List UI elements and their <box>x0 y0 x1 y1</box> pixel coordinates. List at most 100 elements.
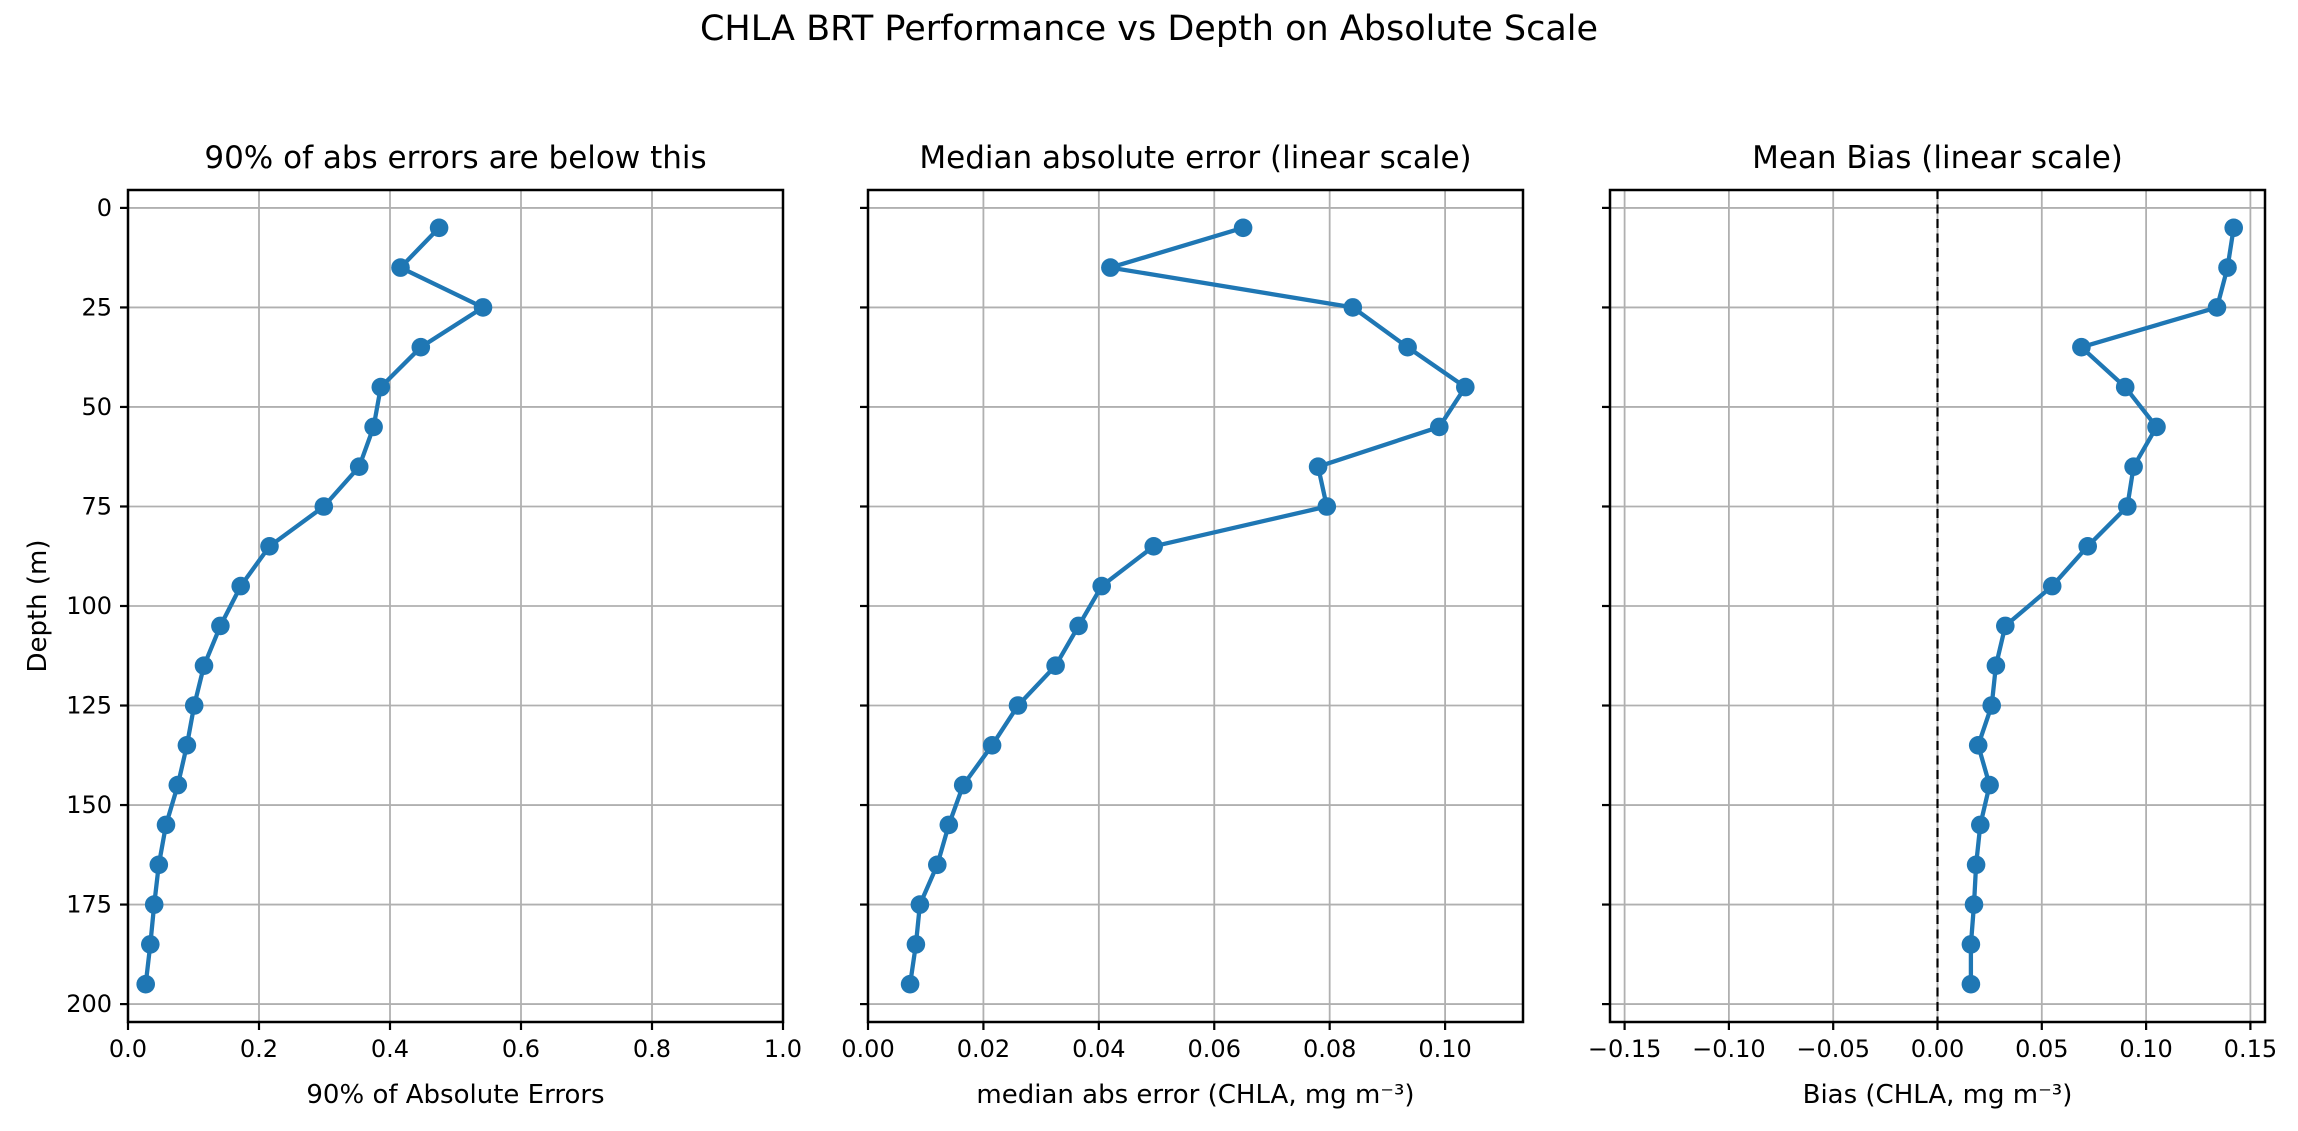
data-point <box>184 696 204 715</box>
data-point <box>2115 377 2135 397</box>
data-point <box>939 815 959 835</box>
data-point <box>473 298 493 317</box>
data-point <box>1961 935 1981 954</box>
x-tick-label: 0.2 <box>240 1035 278 1063</box>
axis-tick-labels: 0.0 0.2 0.4 0.6 0.8 1.0 0 25 50 75 100 125 150 175 200 <box>66 194 802 1063</box>
y-tick-label: 75 <box>81 492 112 520</box>
subplot-1: 0.00 0.02 0.04 0.06 0.08 0.10 <box>841 188 1525 1063</box>
y-tick-label: 50 <box>81 393 112 421</box>
data-point <box>1144 537 1163 556</box>
x-tick-label: 0.04 <box>1072 1035 1125 1063</box>
data-point <box>2078 537 2097 556</box>
data-point <box>1986 656 2006 675</box>
axis-tick-labels: 0.00 0.02 0.04 0.06 0.08 0.10 <box>841 1035 1472 1063</box>
x-tick-label: 0.8 <box>633 1035 671 1063</box>
data-point <box>391 258 410 277</box>
data-point <box>1964 895 1984 914</box>
axis-ticks <box>120 206 785 1030</box>
x-axis-label-bias: Bias (CHLA, mg m⁻³) <box>1802 1080 2073 1110</box>
grid <box>867 190 1523 1022</box>
y-tick-label: 200 <box>66 990 112 1018</box>
y-tick-label: 150 <box>66 791 112 819</box>
x-tick-label: 0.4 <box>371 1035 409 1063</box>
data-point <box>2042 576 2062 596</box>
data-point <box>1092 576 1111 596</box>
subplot-2: −0.15 −0.10 −0.05 0.00 0.05 0.10 0.15 <box>1588 188 2277 1063</box>
x-tick-label: −0.15 <box>1588 1035 1662 1063</box>
data-point <box>1996 616 2015 636</box>
data-point <box>177 736 197 755</box>
data-points <box>900 218 1475 994</box>
data-points <box>136 218 493 994</box>
data-point <box>2124 457 2143 477</box>
x-tick-label: 0.0 <box>109 1035 147 1063</box>
data-point <box>1966 855 1986 875</box>
data-point <box>1343 298 1363 317</box>
data-point <box>1456 377 1475 397</box>
x-tick-label: 0.15 <box>2224 1035 2277 1063</box>
data-point <box>1233 218 1253 238</box>
data-point <box>1069 616 1088 636</box>
x-tick-label: −0.10 <box>1692 1035 1766 1063</box>
data-point <box>149 855 169 875</box>
data-point <box>1968 736 1988 755</box>
data-point <box>2218 258 2237 277</box>
data-point <box>1430 417 1449 437</box>
grid <box>127 190 784 1022</box>
data-point <box>136 974 155 994</box>
x-axis-label-p90: 90% of Absolute Errors <box>306 1080 605 1110</box>
data-point <box>429 218 449 238</box>
data-point <box>144 895 164 914</box>
data-point <box>1308 457 1328 477</box>
subplot-title-mean-bias: Mean Bias (linear scale) <box>1752 140 2123 176</box>
data-point <box>1101 258 1120 277</box>
y-tick-label: 0 <box>97 194 112 222</box>
x-tick-label: 0.00 <box>841 1035 894 1063</box>
x-tick-label: 0.6 <box>502 1035 540 1063</box>
data-point <box>906 935 926 954</box>
x-axis-label-median-abs-error: median abs error (CHLA, mg m⁻³) <box>976 1080 1415 1110</box>
x-tick-label: −0.05 <box>1796 1035 1870 1063</box>
data-point <box>211 616 230 636</box>
data-point <box>2207 298 2227 317</box>
data-point <box>314 497 334 516</box>
x-tick-label: 0.06 <box>1188 1035 1241 1063</box>
data-point <box>141 935 160 954</box>
y-tick-label: 100 <box>66 592 112 620</box>
y-tick-label: 175 <box>66 891 112 919</box>
y-axis-label: Depth (m) <box>23 539 53 673</box>
x-tick-label: 0.02 <box>957 1035 1010 1063</box>
data-point <box>1008 696 1028 715</box>
data-point <box>953 775 973 795</box>
data-point <box>1046 656 1065 675</box>
axis-ticks <box>1602 206 2252 1030</box>
data-point <box>371 377 391 397</box>
x-tick-label: 0.05 <box>2015 1035 2068 1063</box>
data-point <box>982 736 1002 755</box>
data-point <box>1398 337 1417 357</box>
axis-ticks <box>860 206 1447 1030</box>
subplot-0: 0.0 0.2 0.4 0.6 0.8 1.0 0 25 50 75 100 125 150 175 200 <box>66 188 802 1063</box>
data-point <box>928 855 947 875</box>
axis-tick-labels: −0.15 −0.10 −0.05 0.00 0.05 0.10 0.15 <box>1588 1035 2277 1063</box>
data-point <box>194 656 214 675</box>
y-tick-label: 125 <box>66 692 112 720</box>
data-point <box>1961 974 1981 994</box>
data-point <box>2072 337 2091 357</box>
figure-suptitle: CHLA BRT Performance vs Depth on Absolut… <box>699 9 1599 49</box>
data-point <box>1971 815 1990 835</box>
data-point <box>349 457 369 477</box>
y-tick-label: 25 <box>81 293 112 321</box>
data-point <box>2147 417 2166 437</box>
data-points <box>1961 218 2243 994</box>
data-point <box>1982 696 2001 715</box>
data-point <box>900 974 920 994</box>
data-point <box>168 775 188 795</box>
data-point <box>260 537 279 556</box>
data-point <box>411 337 431 357</box>
data-point <box>2118 497 2137 516</box>
x-tick-label: 0.10 <box>1418 1035 1471 1063</box>
data-point <box>1980 775 1999 795</box>
data-point <box>1317 497 1337 516</box>
